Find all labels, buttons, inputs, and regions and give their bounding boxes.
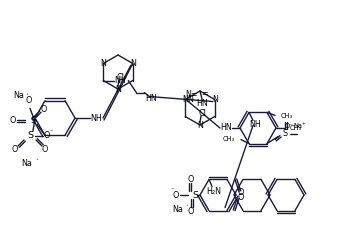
Text: N=: N= (186, 89, 198, 99)
Text: H₂N: H₂N (207, 187, 221, 196)
Text: HN: HN (220, 124, 232, 132)
Text: Na: Na (173, 204, 183, 213)
Text: O: O (188, 206, 194, 215)
Text: N: N (182, 95, 188, 104)
Text: ⁺: ⁺ (26, 93, 28, 98)
Text: CH₃: CH₃ (223, 136, 235, 142)
Text: O: O (188, 175, 194, 184)
Text: NH: NH (114, 76, 126, 85)
Text: NH: NH (249, 120, 261, 129)
Text: O: O (238, 188, 244, 197)
Text: N: N (187, 95, 193, 104)
Text: O: O (44, 131, 50, 140)
Text: CH₃: CH₃ (281, 113, 293, 120)
Text: S: S (27, 131, 33, 140)
Text: N: N (130, 59, 136, 68)
Text: Cl: Cl (198, 109, 206, 118)
Text: N: N (212, 95, 218, 104)
Text: N: N (100, 59, 106, 68)
Text: Na: Na (22, 160, 32, 169)
Text: O: O (41, 105, 47, 114)
Text: S: S (192, 190, 198, 199)
Text: N: N (197, 121, 203, 129)
Text: ⁺: ⁺ (36, 159, 38, 164)
Text: O: O (12, 145, 18, 154)
Text: ⁺: ⁺ (186, 203, 188, 208)
Text: O: O (173, 190, 179, 199)
Text: HN: HN (145, 94, 157, 103)
Text: ⁻: ⁻ (170, 187, 174, 193)
Text: N: N (115, 84, 121, 94)
Text: ⁻: ⁻ (49, 129, 53, 135)
Text: O: O (238, 193, 244, 202)
Text: O⁻: O⁻ (285, 123, 294, 128)
Text: Cl: Cl (116, 72, 124, 81)
Text: CH₃: CH₃ (290, 125, 302, 131)
Text: O: O (10, 116, 16, 125)
Text: O: O (26, 96, 32, 105)
Text: S: S (30, 116, 36, 125)
Text: Na: Na (13, 91, 25, 100)
Text: S: S (282, 129, 287, 138)
Text: NH: NH (90, 114, 102, 123)
Text: O: O (42, 145, 48, 154)
Text: HN: HN (196, 99, 208, 108)
Text: Na⁺: Na⁺ (294, 123, 306, 128)
Text: =: = (202, 89, 208, 99)
